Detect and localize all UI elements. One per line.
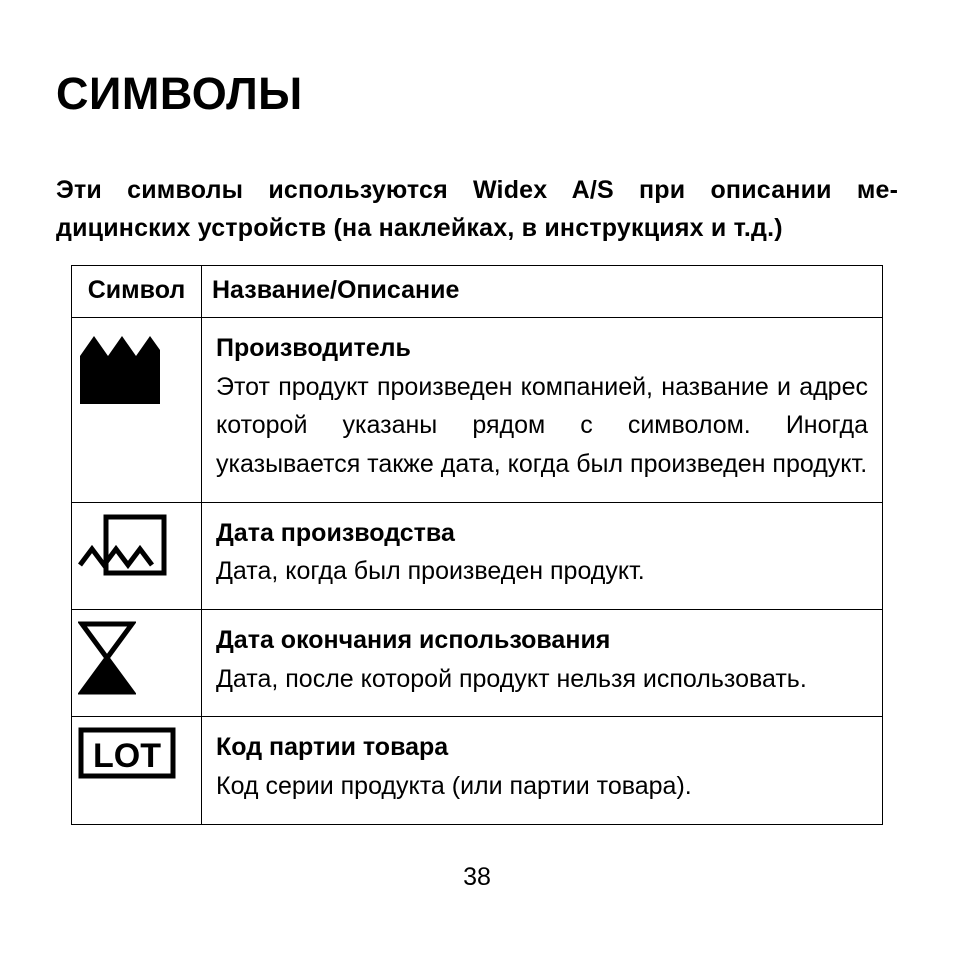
table-row: Производитель Этот продукт произведен ко… xyxy=(72,318,883,503)
symbol-cell xyxy=(72,610,202,717)
col-header-symbol: Символ xyxy=(72,266,202,318)
col-header-description: Название/Описание xyxy=(202,266,883,318)
term-text: Дата окончания использования xyxy=(216,622,868,660)
description-cell: Код партии товара Код серии продукта (ил… xyxy=(202,717,883,824)
desc-text: Дата, после которой продукт нельзя испол… xyxy=(216,660,868,699)
lot-code-icon: LOT xyxy=(78,727,176,784)
desc-text: Код серии продукта (или партии товара). xyxy=(216,767,868,806)
table-header-row: Символ Название/Описание xyxy=(72,266,883,318)
table-row: LOT Код партии товара Код серии продукта… xyxy=(72,717,883,824)
symbol-cell xyxy=(72,318,202,503)
intro-text: Эти символы используются Widex A/S при о… xyxy=(56,172,898,247)
description-cell: Производитель Этот продукт произведен ко… xyxy=(202,318,883,503)
term-text: Код партии товара xyxy=(216,729,868,767)
table-row: Дата производства Дата, когда был произв… xyxy=(72,502,883,609)
page-number: 38 xyxy=(56,863,898,892)
term-text: Производитель xyxy=(216,330,868,368)
symbols-table: Символ Название/Описание Производитель Э… xyxy=(71,265,883,825)
manufacture-date-icon xyxy=(78,513,168,582)
description-cell: Дата окончания использования Дата, после… xyxy=(202,610,883,717)
desc-text: Дата, когда был произведен продукт. xyxy=(216,552,868,591)
symbol-cell: LOT xyxy=(72,717,202,824)
symbol-cell xyxy=(72,502,202,609)
use-by-date-icon xyxy=(78,620,136,701)
manufacturer-icon xyxy=(78,328,162,411)
table-row: Дата окончания использования Дата, после… xyxy=(72,610,883,717)
page-title: СИМВОЛЫ xyxy=(56,68,898,120)
lot-label: LOT xyxy=(93,737,161,775)
term-text: Дата производства xyxy=(216,515,868,553)
desc-text: Этот продукт произведен компанией, назва… xyxy=(216,368,868,484)
description-cell: Дата производства Дата, когда был произв… xyxy=(202,502,883,609)
